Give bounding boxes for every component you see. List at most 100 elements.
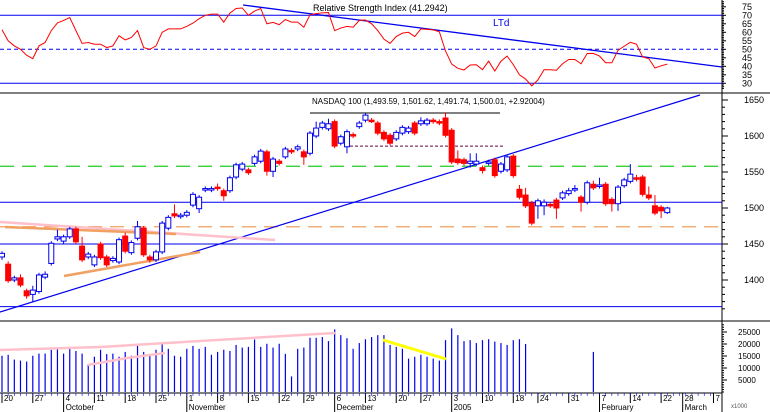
candlestick (270, 156, 277, 178)
candle-body (448, 129, 455, 163)
volume-panel (0, 328, 594, 392)
candle-body (109, 257, 116, 262)
month-label: 2005 (454, 403, 472, 412)
candle-body (134, 226, 141, 239)
candlestick (29, 285, 36, 302)
price-tick-label: 1600 (744, 131, 764, 141)
candle-body (405, 127, 412, 133)
candlestick (608, 197, 615, 212)
x-tick-label: 28 (685, 394, 694, 403)
volume-unit-label: x1000 (731, 404, 748, 410)
candle-body (146, 256, 153, 261)
candle-body (584, 182, 591, 203)
candle-body (362, 114, 369, 121)
candle-body (424, 119, 431, 125)
candlestick (214, 183, 221, 191)
candlestick (134, 220, 141, 241)
ltd-annotation: LTd (493, 18, 510, 29)
candlestick (140, 226, 147, 257)
candle-body (497, 163, 504, 172)
x-tick-label: 7 (715, 394, 720, 403)
candlestick (571, 184, 578, 193)
candlestick (461, 157, 467, 166)
candle-body (245, 169, 252, 174)
candlestick (245, 167, 252, 175)
candlestick (436, 119, 443, 126)
candlestick (411, 120, 418, 136)
x-tick-label: 29 (306, 394, 315, 403)
candlestick (97, 241, 104, 260)
candle-body (91, 256, 98, 266)
price-tick-label: 1550 (744, 167, 764, 177)
candle-body (196, 196, 203, 210)
candlestick (417, 117, 424, 126)
candle-body (393, 131, 400, 140)
candlestick (103, 254, 110, 268)
candle-body (177, 214, 184, 218)
rsi-tick-label: 40 (742, 61, 752, 71)
candlestick (226, 175, 233, 193)
candlestick (522, 187, 529, 208)
candle-body (300, 151, 307, 158)
candlestick (590, 180, 597, 190)
candlestick (109, 256, 116, 263)
candle-body (233, 164, 240, 178)
candle-body (596, 184, 603, 187)
candle-body (633, 177, 640, 180)
x-tick-label: 13 (367, 394, 376, 403)
candlestick (504, 154, 511, 172)
candle-body (307, 132, 313, 154)
volume-tick-label: 25000 (738, 328, 761, 337)
price-tick-label: 1500 (744, 203, 764, 213)
rsi-line (1, 7, 668, 87)
candlestick (380, 130, 387, 142)
candle-body (559, 192, 566, 199)
x-tick-label: 18 (515, 394, 524, 403)
candlestick (541, 199, 548, 216)
x-tick-label: 14 (632, 394, 641, 403)
candlestick (54, 229, 61, 242)
candle-body (442, 117, 449, 136)
candle-body (42, 273, 49, 278)
candle-body (356, 122, 363, 128)
candlestick (405, 125, 412, 134)
candlestick (233, 162, 240, 180)
volume-trendline (382, 338, 447, 361)
x-tick-label: 22 (663, 394, 672, 403)
candlestick (584, 180, 591, 205)
candle-body (251, 156, 258, 164)
rsi-panel (0, 4, 723, 87)
candle-body (202, 188, 209, 191)
price-panel (0, 94, 722, 313)
x-tick-label: 31 (571, 394, 580, 403)
month-label: November (189, 403, 226, 412)
candle-body (615, 186, 621, 205)
candle-body (208, 188, 215, 191)
candle-body (29, 289, 36, 295)
x-tick-label: 10 (484, 394, 493, 403)
candlestick (602, 182, 609, 206)
x-tick-label: 6 (337, 394, 342, 403)
candle-body (547, 203, 554, 207)
candle-body (374, 122, 381, 134)
x-tick-label: 27 (423, 394, 432, 403)
candle-body (658, 206, 665, 212)
candlestick (5, 261, 12, 283)
rsi-tick-label: 50 (742, 44, 752, 54)
candle-body (153, 251, 159, 261)
candlestick (171, 204, 178, 219)
candle-body (214, 186, 221, 190)
candle-body (54, 236, 61, 240)
candlestick (11, 275, 18, 283)
price-tick-label: 1450 (744, 239, 764, 249)
candlestick (374, 120, 381, 136)
candle-body (257, 150, 264, 162)
candle-body (85, 253, 92, 258)
x-tick-label: 3 (454, 394, 459, 403)
price-channel-upper (4, 225, 177, 236)
candlestick (165, 215, 172, 231)
candle-body (165, 216, 172, 229)
x-tick-label: 1 (189, 394, 194, 403)
